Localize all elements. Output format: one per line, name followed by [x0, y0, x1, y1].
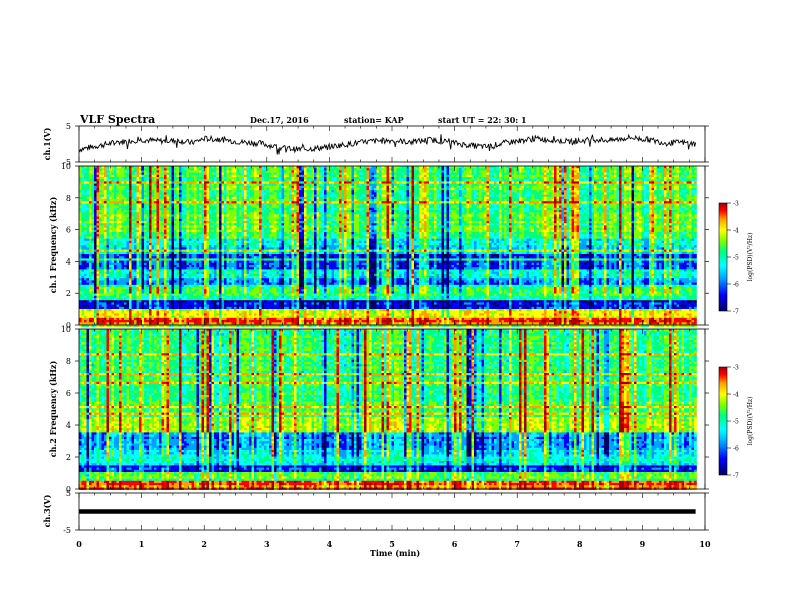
ch1-spectrogram-cells — [79, 166, 697, 327]
ch1-waveform-line — [79, 134, 696, 154]
header-start-time: start UT = 22: 30: 1 — [438, 115, 527, 125]
ch1-waveform-frame — [79, 126, 705, 162]
ch3-waveform-ytick-label: 5 — [66, 489, 71, 498]
time-tick-label: 9 — [640, 539, 646, 549]
ch3-waveform-panel: 5 -5 — [63, 489, 709, 535]
time-tick-label: 7 — [514, 539, 520, 549]
header-station: station= KAP — [344, 115, 404, 125]
time-tick-label: 2 — [201, 539, 207, 549]
ch3-waveform-ytick-label: -5 — [63, 526, 71, 535]
ch1-colorbar: -3 -4 -5 -6 -7 log(PSD)(V²/Hz) — [719, 201, 754, 316]
ch1-spectrogram-ytick-label: 6 — [66, 226, 71, 235]
ch1-frequency-axis-label: ch.1 Frequency (kHz) — [48, 197, 58, 294]
colorbar-tick-label: -3 — [733, 201, 739, 208]
ch1-spectrogram-ytick-label: 8 — [66, 194, 71, 203]
ch2-spectrogram-ytick-label: 4 — [66, 421, 71, 430]
ch1-waveform-ytick-label: 5 — [66, 122, 71, 131]
ch2-colorbar: -3 -4 -5 -6 -7 log(PSD)(V²/Hz) — [719, 365, 754, 480]
colorbar-tick-label: -6 — [733, 446, 739, 453]
header-date: Dec.17, 2016 — [250, 115, 309, 125]
time-tick-label: 8 — [577, 539, 583, 549]
ch1-colorbar-label: log(PSD)(V²/Hz) — [747, 233, 754, 282]
colorbar-tick-label: -5 — [733, 419, 739, 426]
time-tick-label: 0 — [76, 539, 82, 549]
ch2-colorbar-label: log(PSD)(V²/Hz) — [747, 397, 754, 446]
ch2-spectrogram-cells — [79, 329, 697, 490]
ch1-spectrogram-ytick-label: 4 — [66, 257, 71, 266]
ch3-voltage-axis-label: ch.3(V) — [42, 494, 52, 527]
colorbar-tick-label: -7 — [733, 473, 739, 480]
colorbar-tick-label: -5 — [733, 255, 739, 262]
time-axis-label: Time (min) — [370, 548, 420, 558]
colorbar-tick-label: -3 — [733, 365, 739, 372]
ch1-voltage-axis-label: ch.1(V) — [42, 127, 52, 160]
time-tick-label: 3 — [264, 539, 270, 549]
ch1-spectrogram-ytick-label: 2 — [66, 289, 71, 298]
ch2-spectrogram-ytick-label: 6 — [66, 389, 71, 398]
ch1-waveform-panel: 5-5 — [63, 122, 709, 167]
ch2-spectrogram-ytick-label: 8 — [66, 357, 71, 366]
colorbar-tick-label: -7 — [733, 309, 739, 316]
colorbar-tick-label: -4 — [733, 228, 739, 235]
ch2-spectrogram-ytick-label: 2 — [66, 453, 71, 462]
colorbar-tick-label: -4 — [733, 392, 739, 399]
figure-title: VLF Spectra — [79, 113, 155, 126]
time-tick-label: 4 — [327, 539, 333, 549]
time-tick-label: 10 — [699, 539, 711, 549]
time-tick-label: 6 — [452, 539, 458, 549]
ch2-spectrogram-ytick-label: 10 — [61, 325, 71, 334]
colorbar-tick-label: -6 — [733, 282, 739, 289]
ch2-frequency-axis-label: ch.2 Frequency (kHz) — [48, 361, 58, 458]
time-tick-label: 1 — [139, 539, 145, 549]
ch1-spectrogram-ytick-label: 10 — [61, 162, 71, 171]
